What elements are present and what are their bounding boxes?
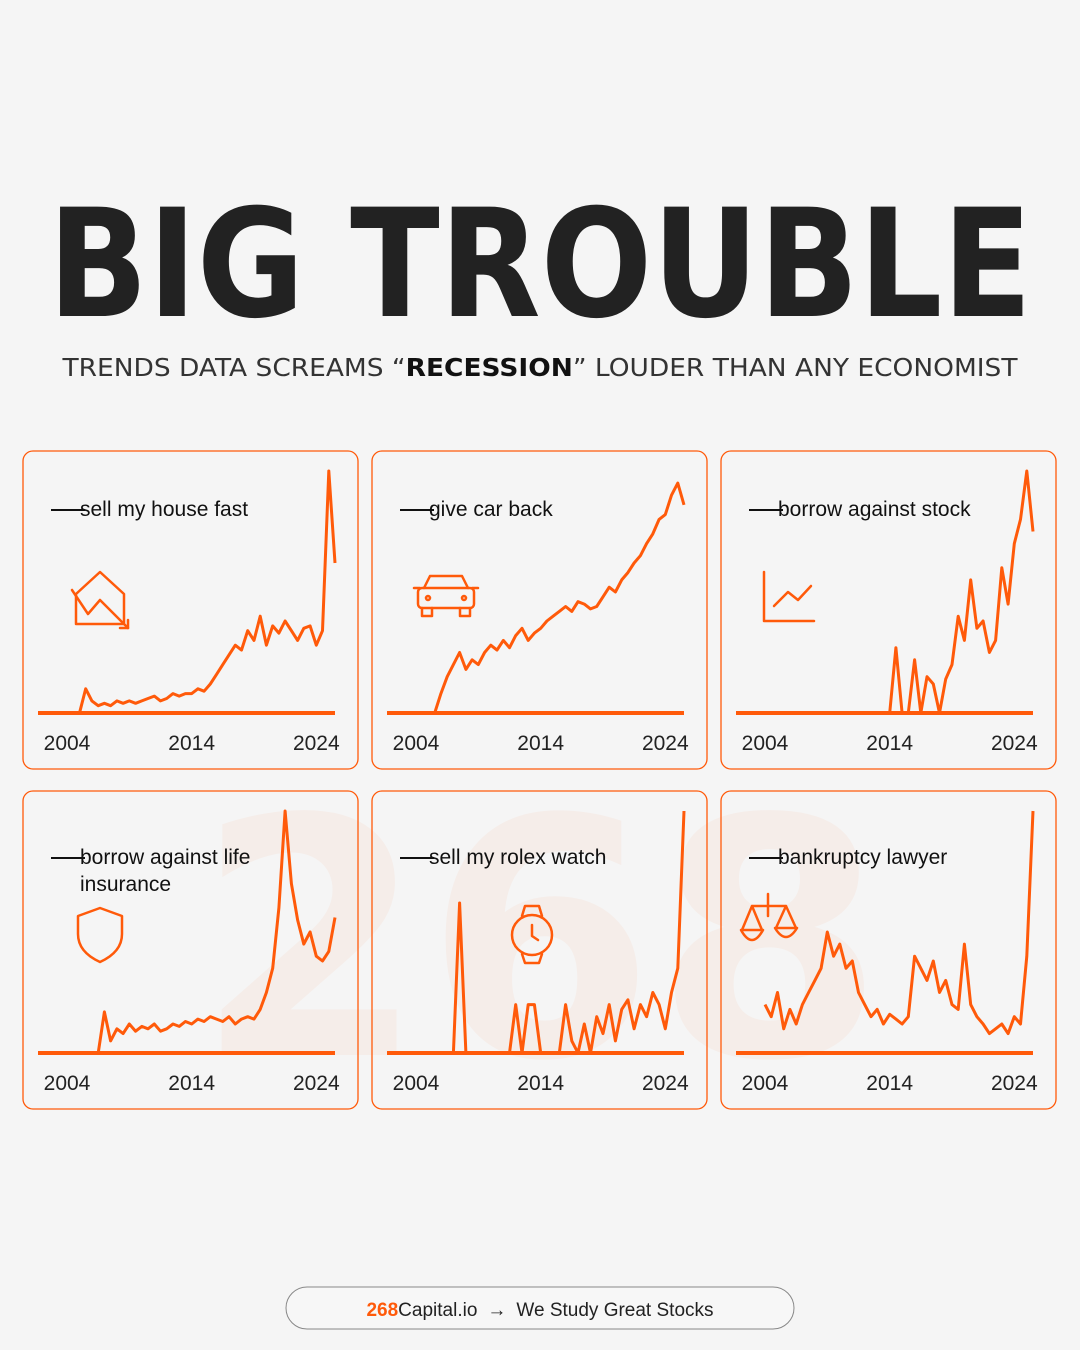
legend-label: borrow against life insurance (80, 846, 251, 896)
subtitle-part: ” LOUDER THAN ANY ECONOMIST (573, 353, 1018, 382)
legend-label: sell my house fast (80, 498, 249, 521)
watermark: 268 (196, 749, 885, 1133)
x-tick-label: 2004 (44, 1072, 91, 1095)
chart: 2004 2014 2024 give car back (371, 450, 708, 770)
series-line (416, 810, 686, 1055)
subtitle-part: TRENDS DATA SCREAMS “ (61, 353, 405, 382)
panel (371, 790, 708, 1110)
watch-icon (510, 904, 554, 965)
series-line (763, 810, 1035, 1036)
x-tick-label: 2004 (393, 732, 440, 755)
series-line (765, 469, 1035, 715)
panel (720, 450, 1057, 770)
chart: 2004 2014 2024 sell my house fast (22, 450, 359, 770)
shield-icon (76, 906, 124, 964)
car-icon (412, 574, 480, 618)
x-tick-label: 2014 (866, 732, 913, 755)
footer-brand: Capital.io (398, 1300, 477, 1321)
x-tick-label: 2024 (642, 732, 689, 755)
legend-label: sell my rolex watch (429, 846, 607, 869)
x-tick-label: 2024 (991, 1072, 1038, 1095)
footer-brand-accent: 268 (366, 1300, 398, 1321)
footer-arrow: → (487, 1300, 506, 1321)
chart: 2004 2014 2024 bankruptcy lawyer (720, 790, 1057, 1110)
legend-label: borrow against stock (778, 498, 971, 521)
x-tick-label: 2014 (517, 1072, 564, 1095)
series-line (67, 809, 337, 1055)
subtitle-emphasis: RECESSION (406, 353, 573, 382)
series-line (416, 481, 686, 715)
legend-label: give car back (429, 498, 553, 521)
x-tick-label: 2024 (642, 1072, 689, 1095)
x-tick-label: 2014 (866, 1072, 913, 1095)
x-tick-label: 2004 (742, 1072, 789, 1095)
x-tick-label: 2024 (991, 732, 1038, 755)
scales-icon (739, 892, 799, 942)
x-tick-label: 2004 (742, 732, 789, 755)
x-tick-label: 2004 (44, 732, 91, 755)
panel (22, 450, 359, 770)
legend-label: bankruptcy lawyer (778, 846, 948, 869)
chart: 2004 2014 2024 borrow against life insuranc… (22, 790, 359, 1110)
x-tick-label: 2004 (393, 1072, 440, 1095)
legend: sell my rolex watch (429, 846, 607, 869)
panel (720, 790, 1057, 1110)
panel (22, 790, 359, 1110)
title: BIG TROUBLE (48, 178, 1032, 352)
legend: bankruptcy lawyer (778, 846, 948, 869)
chart: 2004 2014 2024 sell my rolex watch (371, 790, 708, 1110)
x-tick-label: 2014 (517, 732, 564, 755)
x-tick-label: 2014 (168, 732, 215, 755)
footer-tagline: We Study Great Stocks (516, 1300, 713, 1321)
x-tick-label: 2014 (168, 1072, 215, 1095)
panel (371, 450, 708, 770)
house-icon (70, 570, 130, 630)
chart: 2004 2014 2024 borrow against stock (720, 450, 1057, 770)
legend: borrow against stock (778, 498, 971, 521)
chart-icon (762, 570, 816, 623)
legend: sell my house fast (80, 498, 249, 521)
x-tick-label: 2024 (293, 732, 340, 755)
series-line (67, 469, 337, 715)
legend: give car back (429, 498, 553, 521)
subtitle: TRENDS DATA SCREAMS “RECESSION” LOUDER T… (61, 353, 1018, 382)
footer-pill (285, 1286, 795, 1330)
x-tick-label: 2024 (293, 1072, 340, 1095)
legend: borrow against life insurance (80, 846, 251, 896)
footer: 268Capital.io → We Study Great Stocks (366, 1300, 713, 1321)
